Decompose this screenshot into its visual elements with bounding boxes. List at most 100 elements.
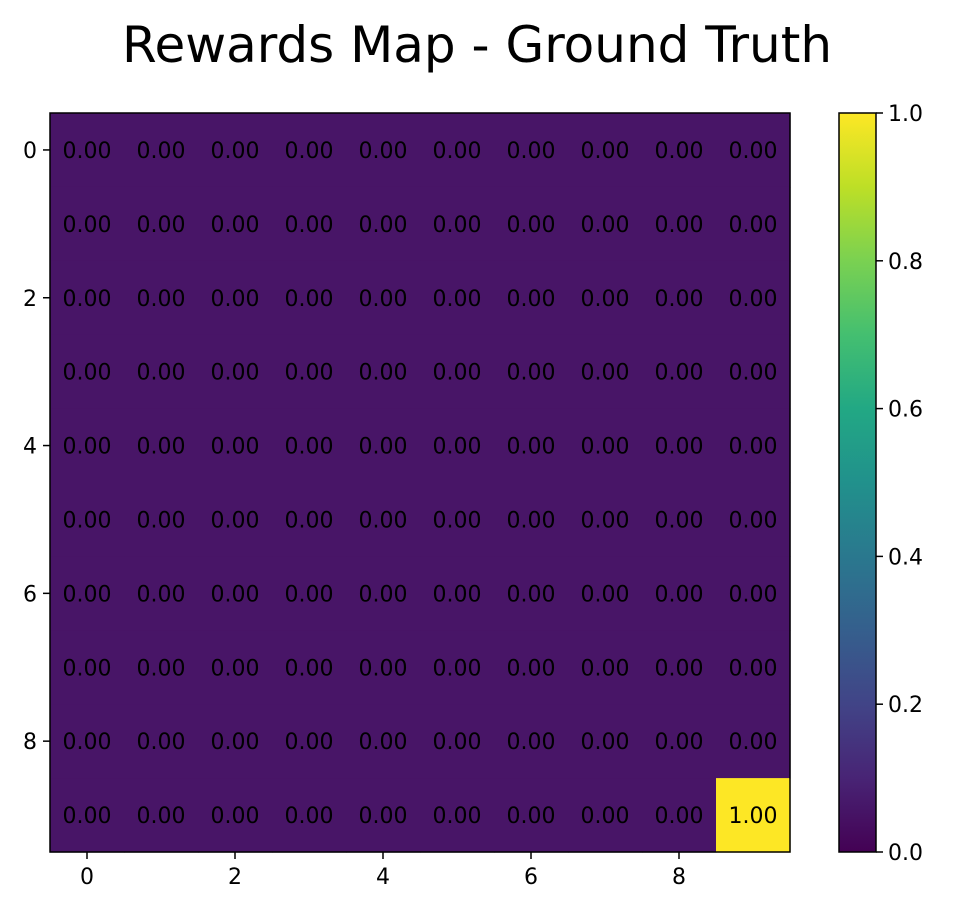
heatmap-cell <box>50 556 125 631</box>
cell-value-label: 0.00 <box>581 139 630 164</box>
cell-value-label: 0.00 <box>211 730 260 755</box>
cell-value-label: 0.00 <box>63 139 112 164</box>
heatmap-cell <box>272 186 347 262</box>
cell-value-label: 0.00 <box>581 213 630 238</box>
heatmap-cell <box>50 482 125 557</box>
cell-value-label: 0.00 <box>359 213 408 238</box>
heatmap-cell <box>346 778 421 853</box>
cell-value-label: 0.00 <box>137 361 186 386</box>
heatmap-cell <box>124 482 199 557</box>
cell-value-label: 0.00 <box>433 804 482 829</box>
colorbar-tick-label: 0.4 <box>888 545 923 570</box>
heatmap-cell <box>568 778 643 853</box>
heatmap-cell <box>642 778 717 853</box>
cell-value-label: 0.00 <box>285 361 334 386</box>
heatmap-cell <box>198 186 273 262</box>
heatmap-cell <box>124 260 199 336</box>
heatmap-cell <box>198 482 273 557</box>
heatmap-cell <box>50 630 125 705</box>
colorbar-tick-label: 0.0 <box>888 841 923 866</box>
heatmap-cell <box>198 778 273 853</box>
heatmap-cell <box>420 260 495 336</box>
heatmap-cell <box>494 260 569 336</box>
heatmap-cell <box>716 630 791 705</box>
cell-value-label: 0.00 <box>655 730 704 755</box>
cell-value-label: 0.00 <box>581 361 630 386</box>
x-tick-label: 2 <box>228 865 242 890</box>
heatmap-cell <box>642 113 717 188</box>
cell-value-label: 0.00 <box>655 435 704 460</box>
cell-value-label: 0.00 <box>655 287 704 312</box>
cell-value-label: 0.00 <box>433 287 482 312</box>
heatmap-cell <box>420 186 495 262</box>
heatmap-cell <box>642 408 717 484</box>
cell-value-label: 0.00 <box>63 804 112 829</box>
heatmap-cell <box>346 556 421 631</box>
cell-value-label: 0.00 <box>137 139 186 164</box>
heatmap-cell <box>346 113 421 188</box>
heatmap-cell <box>124 556 199 631</box>
heatmap-cell <box>716 186 791 262</box>
x-axis: 0 2 4 6 8 <box>80 852 686 890</box>
cell-value-label: 0.00 <box>285 804 334 829</box>
cell-value-label: 0.00 <box>285 508 334 533</box>
cell-value-label: 0.00 <box>433 582 482 607</box>
cell-value-label: 0.00 <box>137 435 186 460</box>
cell-value-label: 0.00 <box>433 730 482 755</box>
cell-value-label: 0.00 <box>211 435 260 460</box>
cell-value-label: 0.00 <box>433 139 482 164</box>
cell-value-label: 0.00 <box>285 656 334 681</box>
cell-value-label: 0.00 <box>285 139 334 164</box>
heatmap-cell <box>568 630 643 705</box>
heatmap-cell <box>716 704 791 779</box>
cell-value-label: 0.00 <box>729 435 778 460</box>
cell-value-label: 0.00 <box>581 508 630 533</box>
cell-value-label: 0.00 <box>729 213 778 238</box>
heatmap-cell <box>642 334 717 410</box>
y-tick-label: 4 <box>23 435 37 460</box>
cell-value-label: 0.00 <box>211 361 260 386</box>
cell-value-label: 0.00 <box>433 435 482 460</box>
heatmap-cell <box>568 704 643 779</box>
cell-value-label: 0.00 <box>655 213 704 238</box>
cell-value-label: 0.00 <box>63 730 112 755</box>
cell-value-label: 0.00 <box>285 435 334 460</box>
cell-value-label: 0.00 <box>507 804 556 829</box>
cell-value-label: 0.00 <box>63 287 112 312</box>
cell-value-label: 0.00 <box>729 287 778 312</box>
cell-value-label: 0.00 <box>211 582 260 607</box>
heatmap-cell <box>420 630 495 705</box>
cell-value-label: 0.00 <box>63 435 112 460</box>
cell-value-label: 0.00 <box>655 582 704 607</box>
heatmap-cell <box>568 482 643 557</box>
cell-value-label: 0.00 <box>137 213 186 238</box>
heatmap-cell <box>642 186 717 262</box>
cell-value-label: 0.00 <box>507 361 556 386</box>
cell-value-label: 0.00 <box>581 435 630 460</box>
cell-value-label: 0.00 <box>581 287 630 312</box>
heatmap-cell <box>420 408 495 484</box>
cell-value-label: 0.00 <box>63 656 112 681</box>
heatmap-cell <box>50 778 125 853</box>
heatmap-cell <box>346 186 421 262</box>
cell-value-label: 0.00 <box>211 287 260 312</box>
cell-value-label: 0.00 <box>507 730 556 755</box>
cell-value-label: 0.00 <box>729 361 778 386</box>
heatmap-cell <box>272 260 347 336</box>
cell-value-label: 0.00 <box>137 508 186 533</box>
heatmap-cell <box>198 556 273 631</box>
heatmap-cell <box>50 408 125 484</box>
cell-value-label: 0.00 <box>655 139 704 164</box>
cell-value-label: 0.00 <box>211 804 260 829</box>
y-axis: 0 2 4 6 8 <box>23 139 50 755</box>
cell-value-label: 0.00 <box>507 582 556 607</box>
heatmap-cell <box>346 260 421 336</box>
colorbar-tick-label: 1.0 <box>888 102 923 127</box>
heatmap-cell <box>716 482 791 557</box>
heatmap-cell <box>568 408 643 484</box>
heatmap-cell <box>124 778 199 853</box>
chart-title: Rewards Map - Ground Truth <box>122 16 832 74</box>
heatmap-cell <box>272 113 347 188</box>
cell-value-label: 0.00 <box>137 287 186 312</box>
